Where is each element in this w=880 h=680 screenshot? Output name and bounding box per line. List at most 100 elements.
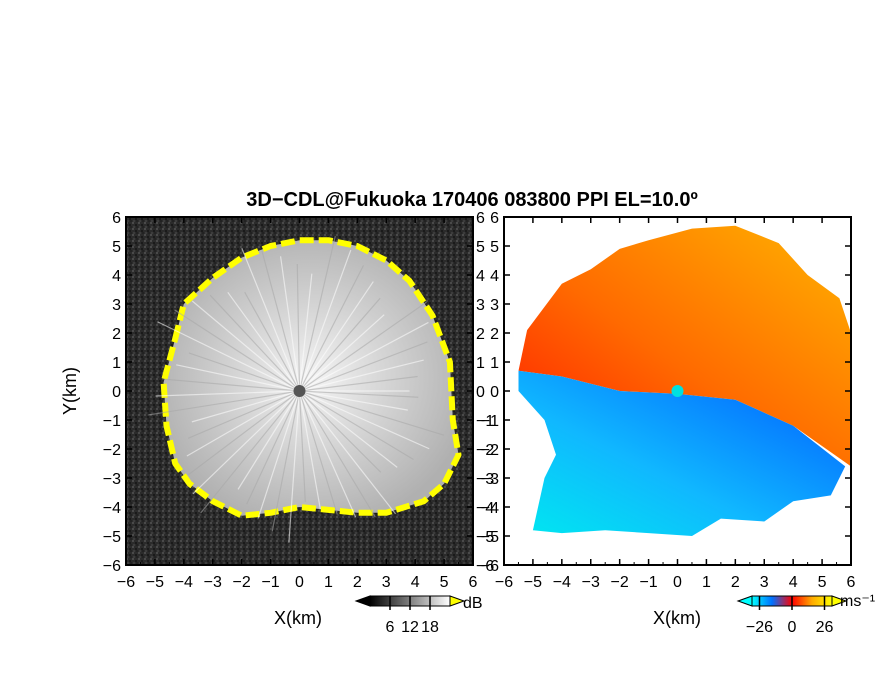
y-axis-title: Y(km) bbox=[60, 367, 80, 415]
radial-streak bbox=[261, 250, 301, 392]
y-tick-label: −3 bbox=[476, 471, 494, 488]
radial-streak bbox=[188, 352, 300, 392]
radial-streak bbox=[174, 309, 300, 392]
radial-streak bbox=[299, 390, 414, 461]
y-tick-label: 5 bbox=[476, 239, 485, 256]
y-tick-label: −6 bbox=[476, 558, 494, 575]
radial-streak bbox=[191, 390, 300, 423]
y-tick-label: 6 bbox=[490, 210, 499, 227]
radial-streak bbox=[299, 390, 430, 450]
colorbar-unit: dB bbox=[463, 595, 483, 612]
x-tick-label: −4 bbox=[175, 574, 193, 591]
y-tick-label: −2 bbox=[481, 442, 499, 459]
y-tick-label: 3 bbox=[476, 297, 485, 314]
y-tick-label: −6 bbox=[103, 558, 121, 575]
radial-streak bbox=[288, 390, 301, 543]
radial-streak bbox=[299, 390, 382, 473]
radial-streak bbox=[298, 273, 313, 392]
radial-streak bbox=[157, 321, 300, 392]
y-tick-label: 1 bbox=[490, 355, 499, 372]
y-tick-label: 6 bbox=[476, 210, 485, 227]
radial-streak bbox=[298, 390, 306, 502]
radial-streak bbox=[299, 281, 374, 392]
reflectivity-colorbar: 6 12 18 dB bbox=[354, 595, 483, 636]
x-tick-label: 2 bbox=[353, 574, 362, 591]
x-axis-title-left: X(km) bbox=[274, 608, 322, 628]
x-tick-label: 2 bbox=[731, 574, 740, 591]
y-tick-label: −2 bbox=[103, 442, 121, 459]
radial-streak bbox=[164, 378, 300, 392]
radial-streak bbox=[298, 265, 365, 392]
radar-site-marker bbox=[671, 385, 684, 397]
radial-streak bbox=[241, 247, 301, 392]
x-axis-title-right: X(km) bbox=[653, 608, 701, 628]
y-tick-label: 4 bbox=[476, 268, 485, 285]
radial-streak bbox=[271, 390, 301, 532]
y-tick-label: −4 bbox=[103, 500, 121, 517]
radial-streak bbox=[191, 300, 300, 392]
y-tick-label: 6 bbox=[112, 210, 121, 227]
y-tick-label: −4 bbox=[476, 500, 494, 517]
velocity-axes: −6 −5 −4 −3 −2 −1 0 1 2 3 4 5 6 6 5 4 3 2 1 0 −1 −2 −3 −4 −5 −6 bbox=[481, 210, 856, 591]
chart-title: 3D−CDL@Fukuoka 170406 083800 PPI EL=10.0… bbox=[246, 189, 698, 211]
radial-streak bbox=[299, 341, 428, 392]
y-tick-label: 3 bbox=[490, 297, 499, 314]
x-tick-label: −6 bbox=[117, 574, 135, 591]
y-tick-label: 0 bbox=[490, 384, 499, 401]
radial-streak bbox=[299, 359, 424, 392]
x-tick-label: −3 bbox=[204, 574, 222, 591]
colorbar-tick-label: 0 bbox=[788, 619, 797, 636]
x-tick-label: 3 bbox=[382, 574, 391, 591]
x-tick-label: 4 bbox=[411, 574, 420, 591]
radial-streak bbox=[296, 264, 301, 392]
y-tick-label: −1 bbox=[476, 413, 494, 430]
radial-streak bbox=[257, 390, 301, 519]
x-tick-label: 1 bbox=[702, 574, 711, 591]
reflectivity-panel: −6 −5 −4 −3 −2 −1 0 1 2 3 4 5 66 65 54 43 32 21 10 0−1 −1−2−… bbox=[103, 210, 495, 591]
y-tick-label: −5 bbox=[103, 529, 121, 546]
radial-streak bbox=[246, 390, 301, 505]
x-tick-label: 0 bbox=[295, 574, 304, 591]
radial-streak bbox=[186, 390, 300, 457]
velocity-receding-area bbox=[518, 225, 851, 467]
radial-streak bbox=[298, 390, 357, 518]
x-tick-label: −6 bbox=[495, 574, 513, 591]
radial-streak bbox=[299, 390, 445, 436]
y-tick-label: 5 bbox=[112, 239, 121, 256]
radial-streak bbox=[192, 390, 300, 495]
radial-streak bbox=[200, 390, 300, 514]
y-tick-label: 1 bbox=[112, 355, 121, 372]
reflectivity-axes: −6 −5 −4 −3 −2 −1 0 1 2 3 4 5 66 65 54 43 32 21 10 0−1 −1−2−… bbox=[103, 210, 495, 591]
radial-streak bbox=[299, 390, 419, 398]
y-tick-label: 5 bbox=[490, 239, 499, 256]
radar-site-marker bbox=[293, 385, 306, 397]
radial-streak bbox=[148, 390, 300, 416]
radial-streak bbox=[299, 321, 429, 392]
y-tick-label: −6 bbox=[481, 558, 499, 575]
radial-streak bbox=[188, 390, 300, 476]
y-tick-label: −2 bbox=[476, 442, 494, 459]
radial-streak bbox=[209, 294, 300, 392]
y-tick-label: −3 bbox=[103, 471, 121, 488]
radial-streak bbox=[298, 390, 321, 510]
colorbar-high-arrow bbox=[831, 595, 848, 607]
y-tick-label: −1 bbox=[481, 413, 499, 430]
y-tick-label: 0 bbox=[112, 384, 121, 401]
x-tick-label: −1 bbox=[639, 574, 657, 591]
reflectivity-radial-streaks bbox=[148, 235, 445, 543]
x-tick-label: −1 bbox=[261, 574, 279, 591]
x-tick-label: 5 bbox=[440, 574, 449, 591]
velocity-colorbar: −26 0 26 ms⁻¹ bbox=[736, 593, 875, 636]
colorbar-high-arrow bbox=[449, 595, 466, 607]
colorbar-tick-label: 18 bbox=[421, 619, 439, 636]
radial-streak bbox=[298, 390, 376, 518]
y-tick-label: −4 bbox=[481, 500, 499, 517]
radial-streak bbox=[176, 364, 300, 392]
radial-streak bbox=[299, 390, 408, 411]
y-tick-label: 0 bbox=[476, 384, 485, 401]
y-tick-label: 2 bbox=[490, 326, 499, 343]
colorbar-tick-label: 26 bbox=[816, 619, 834, 636]
colorbar-low-arrow bbox=[354, 595, 371, 607]
x-tick-label: 1 bbox=[324, 574, 333, 591]
